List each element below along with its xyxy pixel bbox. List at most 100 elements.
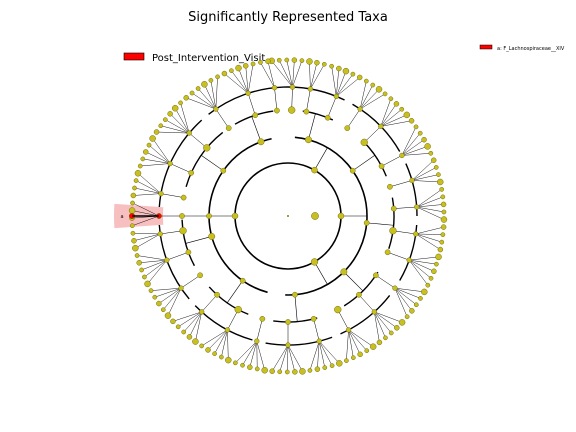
branch-line — [191, 92, 216, 110]
genus-node — [307, 86, 314, 92]
family-node — [288, 106, 296, 114]
leaf-node — [247, 364, 253, 371]
branch-line — [319, 341, 333, 366]
branch-line — [132, 202, 160, 217]
branch-line — [260, 62, 275, 88]
branch-line — [409, 259, 437, 265]
branch-line — [394, 287, 425, 293]
branch-line — [343, 271, 364, 292]
ring-arc — [194, 305, 253, 341]
branch-line — [210, 80, 217, 110]
leaf-node — [136, 260, 142, 266]
branch-line — [374, 311, 380, 343]
leaf-node — [307, 368, 313, 373]
leaf-node — [219, 354, 224, 360]
leaf-node — [299, 58, 305, 63]
branch-line — [387, 252, 410, 261]
leaf-node — [376, 339, 383, 346]
branch-line — [364, 126, 381, 143]
branch-line — [147, 259, 167, 285]
family-node — [356, 291, 362, 298]
leaf-node — [242, 63, 249, 69]
leaf-node — [409, 308, 415, 314]
leaf-node — [134, 253, 140, 258]
genus-node — [245, 90, 251, 96]
phylum-node — [311, 212, 319, 220]
branch-line — [348, 329, 374, 347]
branch-line — [411, 160, 434, 181]
leaf-node — [130, 230, 136, 236]
branch-line — [135, 233, 161, 249]
branch-line — [141, 259, 167, 271]
leaf-node — [440, 232, 446, 237]
branch-line — [318, 341, 326, 368]
ring-arc — [405, 163, 418, 217]
family-node — [180, 194, 187, 201]
leaf-node — [428, 150, 434, 156]
family-node — [384, 249, 391, 256]
leaf-node — [375, 86, 383, 93]
branch-line — [337, 309, 349, 331]
family-node — [378, 163, 385, 170]
leaf-node — [171, 104, 179, 112]
leaf-node — [201, 81, 208, 88]
branch-line — [132, 233, 161, 235]
ring-arc — [340, 294, 391, 335]
family-node — [197, 272, 203, 279]
family-node — [324, 114, 331, 121]
branch-line — [287, 344, 296, 372]
leaf-node — [258, 60, 263, 65]
leaf-node — [393, 101, 400, 107]
genus-node — [399, 152, 405, 159]
branch-line — [348, 329, 367, 351]
leaf-node — [240, 362, 245, 368]
branch-line — [401, 146, 428, 156]
genus-node — [333, 93, 339, 100]
branch-line — [142, 158, 171, 164]
leaf-node — [428, 275, 434, 281]
branch-line — [152, 138, 171, 164]
leaf-node — [364, 348, 370, 354]
legend: Post_Intervention_Visit — [123, 52, 265, 64]
genus-node — [178, 285, 184, 291]
leaf-node — [336, 360, 343, 367]
leaf-node — [413, 124, 419, 130]
branch-line — [160, 193, 184, 198]
branch-line — [348, 329, 354, 358]
leaf-node — [434, 261, 439, 267]
leaf-node — [394, 325, 400, 331]
branch-line — [310, 64, 325, 90]
branch-line — [133, 233, 161, 241]
leaf-node — [156, 300, 162, 307]
ring-arc — [362, 140, 387, 177]
genus-node — [289, 84, 296, 90]
branch-line — [401, 133, 421, 156]
leaf-node — [435, 253, 442, 261]
branch-line — [166, 252, 189, 261]
branch-line — [346, 329, 349, 361]
branch-line — [359, 84, 373, 110]
leaf-node — [440, 201, 447, 208]
leaf-node — [195, 86, 201, 91]
branch-line — [133, 193, 161, 196]
branch-line — [411, 180, 441, 183]
branch-line — [416, 196, 443, 208]
leaf-node — [131, 237, 137, 244]
leaf-node — [153, 129, 160, 135]
branch-line — [394, 288, 408, 317]
leaf-node — [425, 282, 431, 288]
branch-line — [160, 230, 184, 235]
branch-line — [287, 344, 289, 373]
leaf-node — [356, 74, 363, 81]
branch-line — [204, 84, 217, 110]
leaf-node — [403, 111, 411, 119]
family-node — [259, 316, 266, 322]
leaf-node — [306, 58, 313, 65]
branch-line — [154, 287, 182, 298]
branch-line — [389, 180, 413, 188]
branch-line — [359, 81, 367, 110]
leaf-node — [215, 74, 220, 80]
family-node — [214, 291, 220, 298]
branch-line — [314, 261, 328, 285]
leaf-node — [329, 363, 335, 368]
